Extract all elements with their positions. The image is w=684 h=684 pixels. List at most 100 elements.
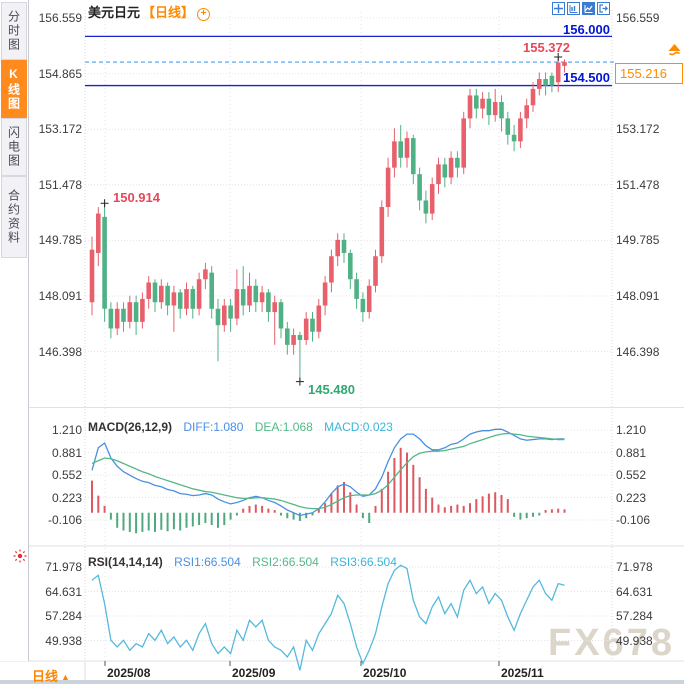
macd-histogram-bar — [185, 512, 188, 528]
macd-histogram-bar — [210, 512, 213, 526]
rsi-header: RSI(14,14,14) RSI1:66.504 RSI2:66.504 RS… — [88, 555, 397, 569]
candle-body — [171, 292, 177, 306]
candle-body — [480, 98, 485, 109]
macd-histogram-bar — [406, 452, 408, 513]
candle-body — [285, 328, 290, 345]
price-axis-label: 146.398 — [616, 344, 660, 359]
rsi2-value: RSI2:66.504 — [252, 555, 319, 569]
macd-histogram-bar — [355, 504, 358, 513]
candle-body — [127, 302, 133, 322]
rsi-label: RSI(14,14,14) — [88, 555, 163, 569]
macd-histogram-bar — [431, 497, 434, 513]
resistance-line-label: 156.000 — [563, 22, 610, 37]
macd-histogram-bar — [198, 512, 201, 526]
candle-body — [442, 164, 448, 178]
macd-histogram-bar — [450, 505, 453, 513]
annotation-high-155372: 155.372 — [523, 40, 570, 55]
price-alert-icon — [667, 43, 682, 61]
candle-body — [114, 308, 120, 329]
candle-body — [228, 305, 233, 319]
macd-histogram-bar — [298, 512, 301, 521]
macd-histogram-bar — [154, 512, 156, 532]
macd-histogram-bar — [557, 508, 560, 513]
candle-body — [373, 256, 378, 286]
candle-body — [89, 249, 95, 303]
support-line-label: 154.500 — [563, 70, 610, 85]
candle-body — [398, 141, 403, 158]
candle-body — [177, 292, 183, 309]
candle-body — [366, 285, 372, 313]
macd-histogram-bar — [324, 503, 327, 513]
candle-body — [102, 216, 107, 309]
macd-histogram-bar — [513, 512, 516, 517]
price-axis-label: 156.559 — [616, 11, 660, 25]
rsi1-value: RSI1:66.504 — [174, 555, 241, 569]
candle-body — [530, 88, 536, 106]
crosshair-icon[interactable] — [552, 2, 565, 15]
macd-axis-label: -0.106 — [616, 513, 651, 527]
candle-body — [518, 118, 523, 142]
candle-body — [96, 213, 101, 253]
indicator-settings-icon[interactable] — [12, 548, 28, 569]
price-axis-label: 151.478 — [38, 177, 82, 192]
horizontal-scrollbar[interactable] — [0, 680, 684, 684]
sidebar-tab-contract-info[interactable]: 合约资料 — [1, 176, 27, 258]
macd-axis-label: 0.223 — [616, 490, 647, 505]
candle-body — [278, 302, 284, 329]
sidebar-tab-kline-chart[interactable]: K线图 — [1, 60, 27, 118]
macd-histogram-bar — [487, 493, 490, 513]
macd-label: MACD(26,12,9) — [88, 420, 173, 434]
sidebar-tab-timeshare-chart[interactable]: 分时图 — [1, 2, 27, 60]
macd-histogram-bar — [147, 512, 150, 531]
macd-histogram-bar — [443, 507, 446, 513]
extreme-marker-icon — [554, 52, 563, 61]
macd-axis-label: 0.552 — [51, 468, 82, 482]
exit-chart-icon[interactable] — [597, 2, 610, 15]
candle-body — [455, 157, 460, 168]
macd-diff-value: DIFF:1.080 — [183, 420, 244, 434]
candle-body — [291, 335, 296, 345]
price-axis-label: 149.785 — [38, 233, 82, 248]
candle-body — [310, 318, 315, 332]
macd-axis-label: 0.881 — [616, 445, 647, 460]
current-price-badge: 155.216 — [615, 63, 683, 84]
period-selector[interactable]: 日线 ▲ — [32, 666, 70, 684]
price-axis-label: 148.091 — [38, 289, 82, 303]
candle-body — [121, 308, 126, 322]
macd-histogram-bar — [172, 512, 175, 530]
macd-histogram-bar — [235, 512, 238, 516]
candle-body — [303, 318, 309, 340]
candlestick-style-icon[interactable] — [567, 2, 580, 15]
candle-body — [215, 308, 221, 326]
candle-body — [259, 292, 265, 303]
candle-body — [448, 157, 454, 178]
line-chart-style-icon[interactable] — [582, 2, 595, 15]
macd-histogram-bar — [223, 512, 226, 526]
candle-body — [423, 200, 429, 214]
macd-dea-value: DEA:1.068 — [254, 420, 313, 434]
rsi-axis-label: 64.631 — [616, 584, 653, 599]
macd-histogram-bar — [116, 512, 119, 528]
period-tag: 【日线】 — [142, 5, 195, 20]
candle-body — [322, 282, 328, 306]
macd-histogram-bar — [179, 512, 182, 531]
macd-histogram-bar — [462, 505, 465, 513]
macd-histogram-bar — [368, 512, 371, 524]
candle-body — [253, 285, 259, 303]
macd-histogram-bar — [481, 496, 484, 513]
candle-body — [184, 289, 189, 309]
candle-body — [543, 79, 548, 86]
rsi3-value: RSI3:66.504 — [330, 555, 397, 569]
sidebar-tab-lightning-chart[interactable]: 闪电图 — [1, 118, 27, 176]
price-axis-label: 146.398 — [38, 344, 82, 359]
candle-body — [146, 282, 151, 299]
annotation-high-150914: 150.914 — [113, 190, 160, 205]
macd-histogram-bar — [273, 510, 276, 513]
candle-body — [341, 239, 347, 253]
rsi-line — [91, 564, 565, 671]
candle-body — [203, 269, 208, 280]
add-indicator-icon[interactable]: + — [197, 8, 211, 21]
macd-histogram-bar — [550, 509, 553, 513]
macd-histogram-bar — [286, 512, 289, 519]
